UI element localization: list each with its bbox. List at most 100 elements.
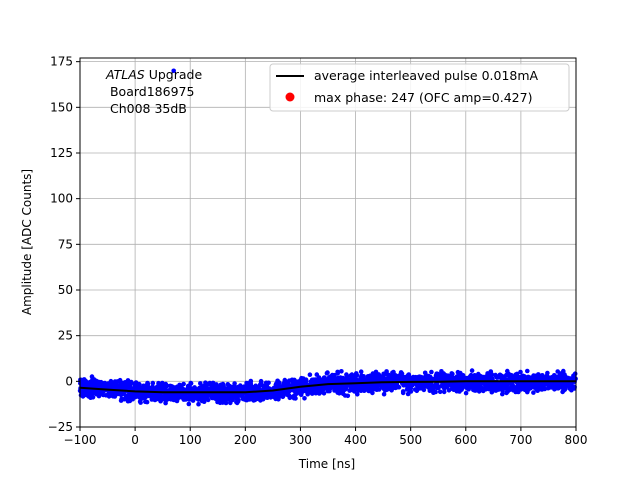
scatter-point [285,381,290,387]
scatter-point [137,395,143,400]
scatter-point [130,392,135,398]
scatter-point [496,374,501,379]
scatter-point [326,387,332,392]
scatter-point [298,391,304,396]
scatter-point [425,377,431,382]
scatter-point [339,369,344,374]
scatter-point [82,382,88,388]
scatter-point [521,385,526,391]
y-tick-label: 125 [50,146,73,160]
x-tick-label: 200 [234,433,257,447]
scatter-point [511,374,517,380]
scatter-point [536,372,541,377]
scatter-point [466,387,472,392]
scatter-point [463,390,469,396]
scatter-point [454,388,460,394]
y-axis-label: Amplitude [ADC Counts] [20,169,34,315]
scatter-point [217,400,223,406]
scatter-point [337,385,343,391]
scatter-point [355,392,360,397]
scatter-point [234,386,240,392]
annotation-channel: Ch008 35dB [106,101,187,116]
scatter-point [414,383,420,389]
scatter-point [213,396,218,401]
scatter-point [282,377,288,383]
scatter-point [150,380,156,386]
scatter-point [141,383,146,389]
y-tick-label: 175 [50,55,73,69]
scatter-point [232,381,237,386]
y-tick-label: 150 [50,100,73,114]
scatter-point [86,383,91,388]
axes-frame [79,57,577,428]
scatter-point [325,370,330,375]
scatter-point [138,400,143,405]
scatter-point [558,372,563,378]
scatter-point [322,376,328,382]
scatter-point [281,381,287,386]
scatter-point [443,372,448,378]
scatter-point [96,393,102,399]
scatter-point [553,383,558,388]
scatter-point [344,375,349,381]
scatter-point [491,385,497,390]
scatter-point [481,388,486,394]
scatter-point [109,381,115,387]
scatter-point [118,398,124,403]
scatter-point [309,390,315,395]
scatter-point [448,383,454,388]
scatter-point [132,381,137,387]
scatter-point [456,374,461,380]
scatter-point [386,382,391,388]
scatter-point [168,397,174,402]
scatter-point [363,377,369,382]
scatter-point [435,372,441,377]
scatter-point [145,381,151,387]
y-tick-label: 100 [50,192,73,206]
scatter-point [221,383,226,389]
scatter-point [198,381,203,386]
x-tick-label: 300 [289,433,312,447]
x-ticks: −100 0 100 200 300 400 500 600 700 800 [64,427,588,447]
scatter-point [150,387,155,393]
scatter-point [570,385,575,390]
scatter-point [190,387,196,392]
scatter-point [276,381,282,387]
scatter-point [405,391,411,397]
scatter-point [572,371,578,377]
scatter-point [391,385,396,390]
scatter-point [205,382,211,387]
scatter-point [186,401,192,407]
x-tick-label: 500 [399,433,422,447]
scatter-point [561,368,566,374]
scatter-point [246,381,251,386]
scatter-point [531,381,536,387]
scatter-point [143,399,148,405]
legend-label-pulse: average interleaved pulse 0.018mA [314,68,539,83]
scatter-point [265,384,270,390]
scatter-point [381,391,387,397]
scatter-point [112,394,118,399]
scatter-point [166,393,171,398]
scatter-point [442,381,447,387]
scatter-point [259,382,265,388]
scatter-point [117,385,122,391]
x-tick-label: 700 [509,433,532,447]
scatter-point [189,392,194,397]
scatter-point [375,383,381,388]
scatter-point [552,387,557,392]
scatter-point [460,385,466,390]
scatter-point [89,374,95,379]
scatter-point [217,393,223,399]
annotation: ATLAS Upgrade Board186975 Ch008 35dB [105,67,202,116]
scatter-point [316,375,322,380]
scatter-point [404,376,410,381]
scatter-point [525,368,530,374]
scatter-point [354,372,360,378]
x-tick-label: 800 [565,433,588,447]
scatter-point [425,383,430,389]
scatter-point [234,400,240,406]
legend-label-max-phase: max phase: 247 (OFC amp=0.427) [314,90,532,105]
y-tick-label: 50 [58,283,73,297]
scatter-point [384,370,389,375]
